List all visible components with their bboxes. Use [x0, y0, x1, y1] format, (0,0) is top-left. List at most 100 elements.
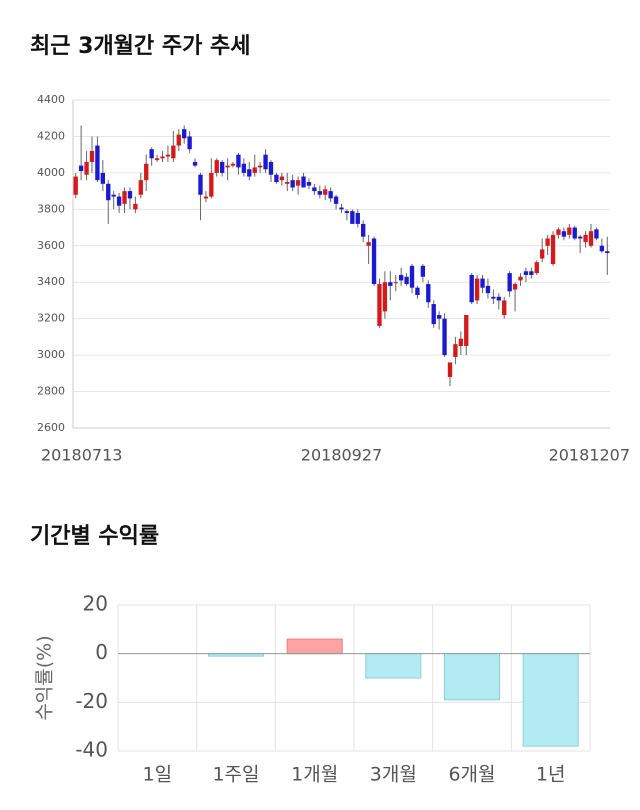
- candle-body: [453, 344, 458, 357]
- candle-body: [144, 163, 149, 181]
- candle-body: [507, 273, 512, 292]
- candle-body: [214, 160, 219, 173]
- candle-body: [377, 284, 382, 326]
- candle-body: [469, 274, 474, 303]
- candle-body: [561, 231, 567, 237]
- candle-body: [605, 251, 610, 254]
- candle-body: [328, 191, 333, 199]
- candle-body: [198, 174, 203, 195]
- candle-body: [209, 172, 214, 197]
- chart-title: 기간별 수익률: [30, 524, 159, 549]
- candle-body: [171, 145, 176, 159]
- y-tick-label: 3200: [37, 312, 65, 325]
- x-tick-label: 6개월: [448, 764, 495, 786]
- candle-body: [556, 229, 561, 235]
- candle-body: [295, 180, 301, 186]
- candle-body: [116, 196, 122, 206]
- candle-body: [95, 145, 100, 181]
- candle-body: [361, 223, 366, 237]
- candle-body: [350, 211, 355, 224]
- candle-body: [176, 134, 181, 146]
- bar: [365, 653, 422, 679]
- y-tick-label: 4000: [37, 166, 65, 179]
- y-tick-label: 4400: [37, 93, 65, 106]
- candle-body: [594, 229, 599, 239]
- candle-body: [458, 338, 464, 346]
- candle-body: [274, 174, 279, 182]
- candle-body: [502, 300, 507, 316]
- candle-body: [431, 304, 436, 325]
- candle-body: [165, 154, 171, 157]
- candle-body: [409, 265, 415, 288]
- bar: [286, 638, 343, 655]
- x-tick-label: 20180927: [301, 446, 382, 465]
- x-tick-label: 3개월: [370, 764, 417, 786]
- candle-body: [398, 274, 404, 281]
- candle-body: [312, 187, 317, 192]
- y-tick-label: 2600: [37, 421, 65, 434]
- y-tick-label: 3600: [37, 239, 65, 252]
- candle-body: [285, 182, 290, 184]
- candle-body: [263, 154, 268, 170]
- candle-body: [599, 245, 605, 252]
- y-tick-label: 20: [83, 592, 108, 616]
- x-tick-label: 20181207: [549, 446, 630, 465]
- candle-body: [230, 163, 236, 166]
- candle-body: [344, 211, 350, 213]
- candle-body: [496, 296, 501, 301]
- candle-body: [366, 242, 371, 246]
- candle-body: [149, 149, 154, 159]
- candle-body: [518, 276, 523, 281]
- bar: [522, 653, 579, 747]
- y-tick-label: 0: [95, 640, 108, 664]
- candle-body: [415, 287, 420, 295]
- candle-body: [480, 278, 485, 288]
- candle-body: [122, 191, 127, 204]
- candle-body: [279, 176, 285, 181]
- bar: [443, 653, 501, 701]
- candle-body: [420, 265, 426, 277]
- candle-body: [133, 203, 138, 210]
- candle-body: [371, 238, 377, 285]
- candle-body: [567, 227, 572, 235]
- candle-body: [247, 169, 252, 177]
- candle-body: [323, 189, 328, 195]
- candle-body: [474, 278, 480, 301]
- candle-body: [333, 196, 339, 204]
- y-tick-label: -20: [75, 689, 108, 713]
- candle-body: [111, 194, 116, 197]
- candle-body: [89, 151, 95, 162]
- candle-body: [306, 182, 312, 186]
- x-tick-label: 20180713: [41, 446, 122, 465]
- candle-body: [577, 236, 583, 239]
- x-tick-label: 1일: [143, 764, 173, 786]
- candle-body: [491, 296, 496, 299]
- candle-body: [78, 165, 84, 172]
- y-tick-label: 3800: [37, 202, 65, 215]
- candle-body: [241, 163, 247, 173]
- candle-body: [355, 212, 360, 224]
- x-tick-label: 1주일: [212, 764, 259, 786]
- candle-body: [404, 276, 409, 285]
- y-tick-label: 2800: [37, 385, 65, 398]
- candle-body: [182, 129, 187, 139]
- candle-body: [534, 262, 539, 274]
- candle-body: [252, 167, 257, 173]
- candle-body: [464, 315, 469, 346]
- candle-body: [388, 282, 393, 286]
- candle-body: [73, 176, 78, 195]
- candle-body: [426, 284, 431, 303]
- candle-body: [290, 180, 295, 188]
- candle-body: [100, 172, 106, 184]
- y-tick-label: -40: [75, 738, 108, 762]
- candle-body: [317, 191, 322, 195]
- candle-body: [84, 161, 89, 175]
- candle-body: [187, 136, 192, 150]
- candle-body: [236, 154, 241, 168]
- candle-body: [529, 271, 534, 275]
- candle-body: [442, 318, 447, 356]
- y-axis-label: 수익률(%): [34, 635, 56, 720]
- candle-body: [203, 196, 209, 199]
- candle-body: [268, 161, 274, 175]
